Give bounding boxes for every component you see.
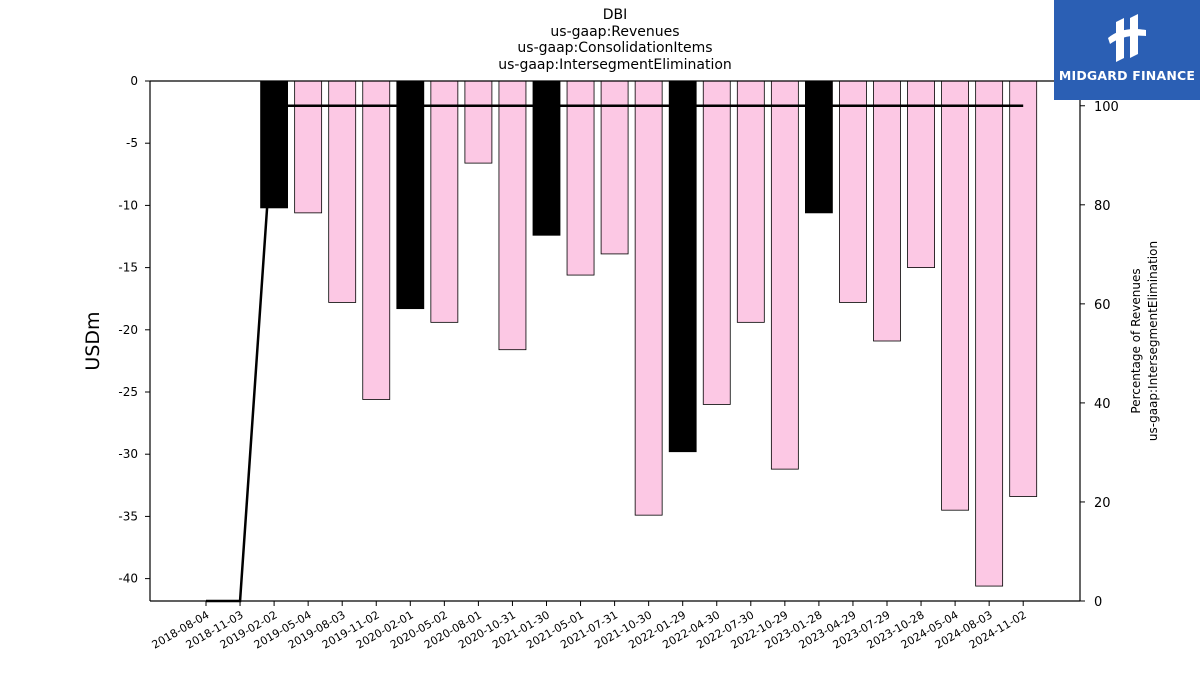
y2-axis-label: Percentage of Revenues bbox=[1129, 268, 1143, 413]
bar bbox=[600, 80, 629, 255]
y-tick-label: -10 bbox=[118, 198, 138, 212]
bar bbox=[294, 80, 323, 214]
y-tick-label: -25 bbox=[118, 385, 138, 399]
y-tick-label: -15 bbox=[118, 261, 138, 275]
y-tick-label: -30 bbox=[118, 447, 138, 461]
bar bbox=[839, 80, 867, 303]
bar bbox=[941, 80, 969, 511]
y2-axis-label: us-gaap:IntersegmentElimination bbox=[1146, 241, 1160, 441]
logo-mark-icon bbox=[1108, 14, 1146, 62]
y-tick-label: 0 bbox=[130, 74, 138, 88]
title-line-4: us-gaap:IntersegmentElimination bbox=[498, 57, 732, 73]
bar bbox=[736, 80, 765, 323]
brand-name: MIDGARD FINANCE bbox=[1058, 68, 1196, 83]
y2-tick-label: 40 bbox=[1094, 397, 1111, 412]
bar bbox=[668, 80, 697, 453]
y-tick-label: -40 bbox=[118, 572, 138, 586]
bar bbox=[362, 80, 391, 400]
bar bbox=[430, 80, 459, 323]
bar bbox=[396, 80, 425, 310]
bar bbox=[975, 80, 1004, 587]
y2-tick-label: 100 bbox=[1094, 100, 1119, 115]
bar bbox=[805, 80, 833, 214]
y-tick-label: -5 bbox=[126, 136, 138, 150]
bar bbox=[770, 80, 799, 470]
y2-tick-label: 60 bbox=[1094, 298, 1111, 313]
bar bbox=[498, 80, 527, 351]
y-tick-label: -35 bbox=[118, 509, 138, 523]
y2-tick-label: 0 bbox=[1094, 595, 1102, 610]
bar bbox=[464, 80, 493, 164]
percentage-line bbox=[206, 104, 1024, 603]
bar bbox=[873, 80, 901, 342]
y2-tick-label: 20 bbox=[1094, 496, 1111, 511]
bar bbox=[532, 80, 561, 236]
title-line-3: us-gaap:ConsolidationItems bbox=[517, 40, 713, 56]
y-axis-label: USDm bbox=[82, 311, 104, 370]
bar bbox=[328, 80, 357, 303]
y-tick-label: -20 bbox=[118, 323, 138, 337]
bar bbox=[566, 80, 595, 276]
bar bbox=[702, 80, 731, 405]
bar bbox=[260, 80, 289, 209]
y2-tick-label: 80 bbox=[1094, 199, 1111, 214]
title-line-2: us-gaap:Revenues bbox=[550, 24, 680, 40]
brand-logo: MIDGARD FINANCE bbox=[1054, 0, 1200, 100]
title-line-1: DBI bbox=[602, 7, 628, 23]
bar bbox=[1009, 80, 1038, 497]
bar bbox=[907, 80, 935, 269]
bar bbox=[634, 80, 663, 516]
